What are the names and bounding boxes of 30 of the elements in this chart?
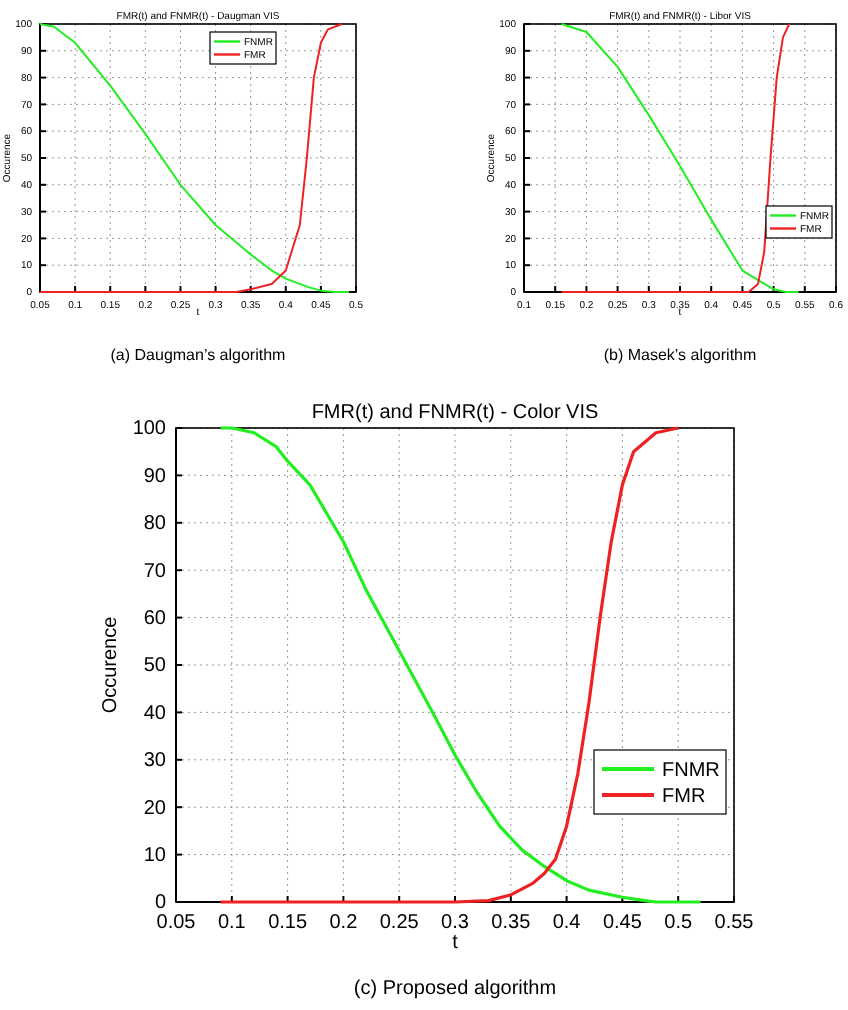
- y-tick-label: 50: [143, 655, 167, 678]
- x-tick-label: 0.2: [329, 912, 359, 934]
- x-tick-label: 0.4: [552, 912, 582, 934]
- x-tick-label: 0.5: [664, 912, 693, 934]
- y-tick-label: 100: [132, 418, 167, 441]
- x-tick-label: 0.25: [379, 912, 420, 934]
- y-tick-label: 0: [154, 892, 167, 915]
- y-tick-label: 40: [143, 702, 167, 725]
- text: (c) Proposed algorithm: [353, 978, 557, 1000]
- x-axis-title: t: [452, 932, 459, 954]
- y-tick-label: 20: [143, 797, 167, 820]
- legend-label: FNMR: [662, 760, 720, 782]
- text: (b) Masek’s algorithm: [603, 346, 757, 364]
- y-tick-label: 30: [143, 750, 167, 773]
- x-tick-label: 0.55: [714, 912, 755, 934]
- x-tick-label: 0.1: [217, 912, 247, 934]
- x-tick-label: 0.45: [602, 912, 643, 934]
- x-tick-label: 0.05: [156, 912, 197, 934]
- y-tick-label: 80: [143, 513, 167, 536]
- y-tick-label: 90: [143, 465, 167, 488]
- y-tick-label: 60: [143, 608, 167, 630]
- y-tick-label: 10: [143, 845, 167, 867]
- chart-title: FMR(t) and FNMR(t) - Color VIS: [311, 402, 599, 424]
- legend-label: FMR: [662, 786, 706, 808]
- y-axis-title: Occurence: [100, 615, 122, 714]
- x-tick-label: 0.15: [268, 912, 308, 934]
- x-tick-label: 0.35: [491, 912, 532, 934]
- y-tick-label: 70: [143, 560, 167, 583]
- x-tick-label: 0.3: [441, 912, 470, 934]
- text: (a) Daugman’s algorithm: [110, 346, 287, 364]
